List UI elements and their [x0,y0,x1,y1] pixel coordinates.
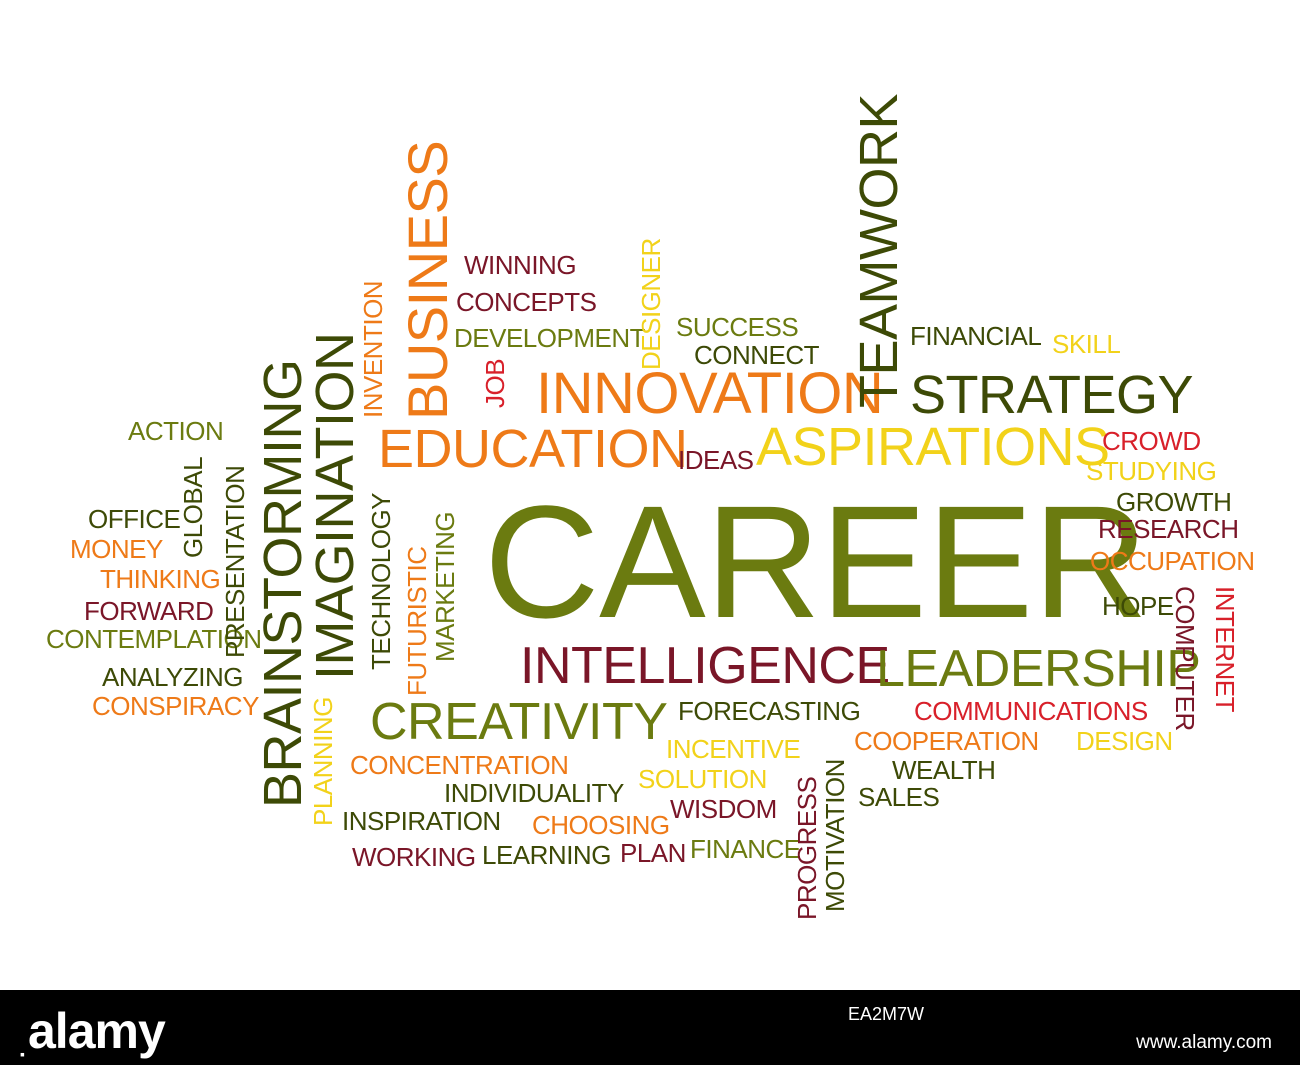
word-cooperation: COOPERATION [854,726,1039,756]
word-inspiration: INSPIRATION [342,806,501,836]
word-wealth: WEALTH [892,755,996,785]
word-internet: INTERNET [1210,586,1240,712]
word-presentation: PRESENTATION [220,465,250,658]
stock-image-id: EA2M7W [848,1004,925,1024]
word-development: DEVELOPMENT [454,323,646,353]
word-concentration: CONCENTRATION [350,750,569,780]
watermark-footer: alamy ▪ EA2M7W www.alamy.com [0,990,1300,1065]
word-global: GLOBAL [178,456,208,558]
word-cloud: CAREER WINNING CONCEPTS DEVELOPMENT SUCC… [46,94,1255,920]
word-sales: SALES [858,782,940,812]
word-analyzing: ANALYZING [102,662,243,692]
word-innovation: INNOVATION [536,361,884,426]
brand-mark-icon: ▪ [20,1046,25,1062]
word-job: JOB [480,358,510,408]
word-brainstorming: BRAINSTORMING [253,359,313,808]
word-technology: TECHNOLOGY [366,492,396,670]
word-studying: STUDYING [1086,456,1217,486]
word-strategy: STRATEGY [910,365,1194,425]
word-marketing: MARKETING [430,511,460,662]
word-business: BUSINESS [396,140,459,420]
word-design: DESIGN [1076,726,1173,756]
site-url: www.alamy.com [1136,1032,1272,1053]
word-finance: FINANCE [690,834,801,864]
word-winning: WINNING [464,250,577,280]
word-crowd: CROWD [1102,426,1201,456]
word-action: ACTION [128,416,224,446]
word-aspirations: ASPIRATIONS [756,417,1110,477]
word-incentive: INCENTIVE [666,734,801,764]
word-ideas: IDEAS [678,445,754,475]
word-learning: LEARNING [482,840,611,870]
word-teamwork: TEAMWORK [849,94,909,408]
word-invention: INVENTION [358,280,388,418]
word-planning: PLANNING [308,697,338,826]
word-forward: FORWARD [84,596,214,626]
word-working: WORKING [352,842,476,872]
word-connect: CONNECT [694,340,820,370]
word-wisdom: WISDOM [670,794,777,824]
word-creativity: CREATIVITY [370,693,668,751]
word-growth: GROWTH [1116,487,1232,517]
word-office: OFFICE [88,504,181,534]
word-communications: COMMUNICATIONS [914,696,1148,726]
word-conspiracy: CONSPIRACY [92,691,259,721]
word-plan: PLAN [620,838,686,868]
word-financial: FINANCIAL [910,321,1042,351]
word-intelligence: INTELLIGENCE [520,637,890,695]
word-futuristic: FUTURISTIC [402,546,432,696]
word-concepts: CONCEPTS [456,287,597,317]
word-forecasting: FORECASTING [678,696,861,726]
brand-logo: alamy [28,1003,166,1059]
word-education: EDUCATION [378,419,688,479]
word-individuality: INDIVIDUALITY [444,778,624,808]
word-imagination: IMAGINATION [305,332,365,680]
word-progress: PROGRESS [792,776,822,920]
word-contemplation: CONTEMPLATION [46,624,262,654]
word-research: RESEARCH [1098,514,1239,544]
word-choosing: CHOOSING [532,810,670,840]
word-money: MONEY [70,534,163,564]
word-leadership: LEADERSHIP [876,640,1201,698]
word-solution: SOLUTION [638,764,767,794]
word-occupation: OCCUPATION [1090,546,1255,576]
word-motivation: MOTIVATION [820,759,850,912]
word-computer: COMPUTER [1170,586,1200,731]
word-success: SUCCESS [676,312,799,342]
word-hope: HOPE [1102,591,1174,621]
word-skill: SKILL [1052,329,1121,359]
word-career: CAREER [484,472,1148,651]
word-designer: DESIGNER [636,238,666,370]
word-thinking: THINKING [100,564,221,594]
